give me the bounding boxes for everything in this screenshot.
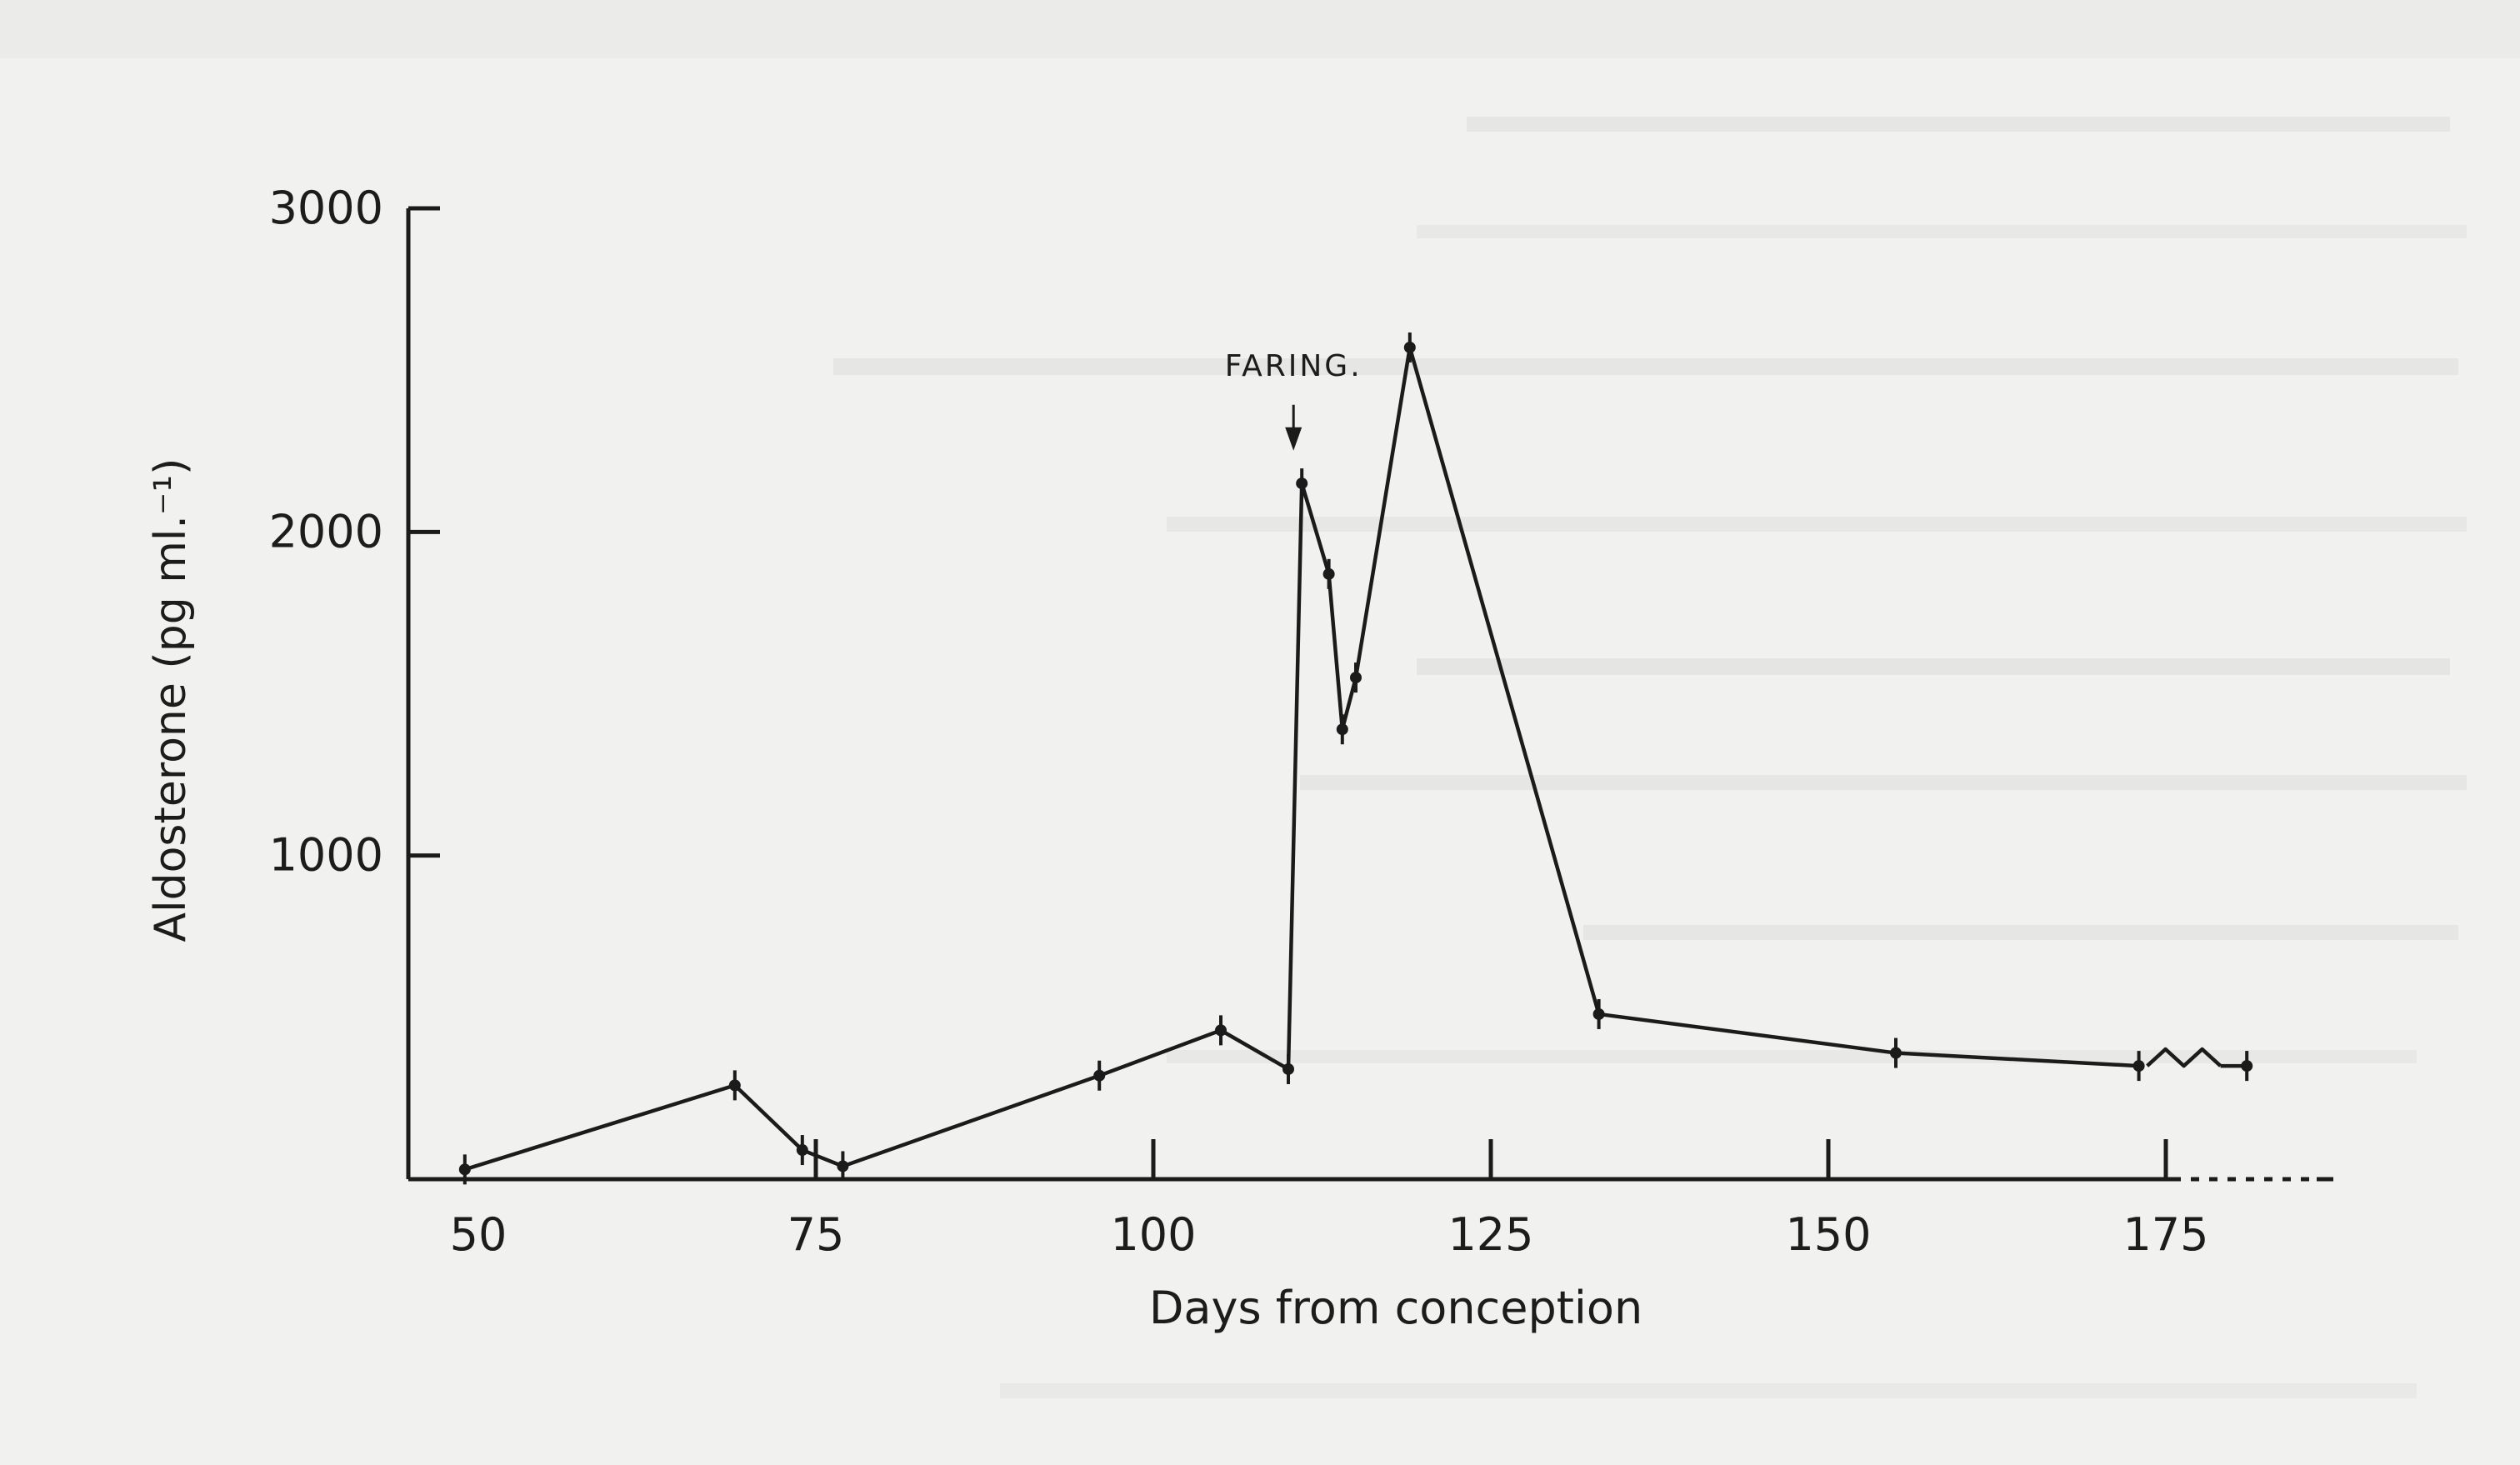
axes xyxy=(406,206,2333,1182)
x-axis-title: Days from conception xyxy=(1149,1282,1642,1334)
y-tick-label: 2000 xyxy=(269,505,383,558)
labels-layer: 1000 2000 3000 50 75 100 125 150 175 Days from co… xyxy=(146,182,2209,1334)
x-tick-label: 175 xyxy=(2122,1208,2208,1261)
data-point xyxy=(1403,341,1416,353)
series-layer xyxy=(458,332,2253,1185)
x-tick-label: 75 xyxy=(788,1208,845,1261)
y-tick-label: 1000 xyxy=(269,829,383,882)
data-point xyxy=(1282,1062,1294,1075)
annotation-arrow-icon xyxy=(1285,427,1302,451)
y-axis-title: Aldosterone (pg ml.⁻¹) xyxy=(146,458,196,942)
data-point xyxy=(728,1079,741,1092)
data-point xyxy=(1093,1069,1106,1082)
data-point xyxy=(796,1144,808,1157)
x-tick-label: 50 xyxy=(450,1208,508,1261)
data-point xyxy=(2241,1060,2253,1072)
x-tick-label: 125 xyxy=(1448,1208,1533,1261)
data-point xyxy=(1890,1047,1902,1059)
data-point xyxy=(837,1160,849,1172)
data-point xyxy=(2132,1060,2145,1072)
annotation-layer: FARING. xyxy=(1225,349,1362,451)
x-tick-label: 100 xyxy=(1110,1208,1196,1261)
bleed-through-texture xyxy=(833,117,2467,940)
data-point xyxy=(1215,1024,1227,1037)
data-point xyxy=(1350,672,1362,684)
y-tick-label: 3000 xyxy=(269,182,383,234)
data-point xyxy=(1296,478,1308,490)
data-point xyxy=(1592,1008,1605,1020)
data-point xyxy=(1322,568,1335,580)
annotation-label: FARING. xyxy=(1225,349,1362,383)
data-point xyxy=(458,1163,471,1176)
axis-break-squiggle xyxy=(2146,1047,2222,1068)
data-point xyxy=(1336,723,1348,736)
x-tick-label: 150 xyxy=(1785,1208,1871,1261)
